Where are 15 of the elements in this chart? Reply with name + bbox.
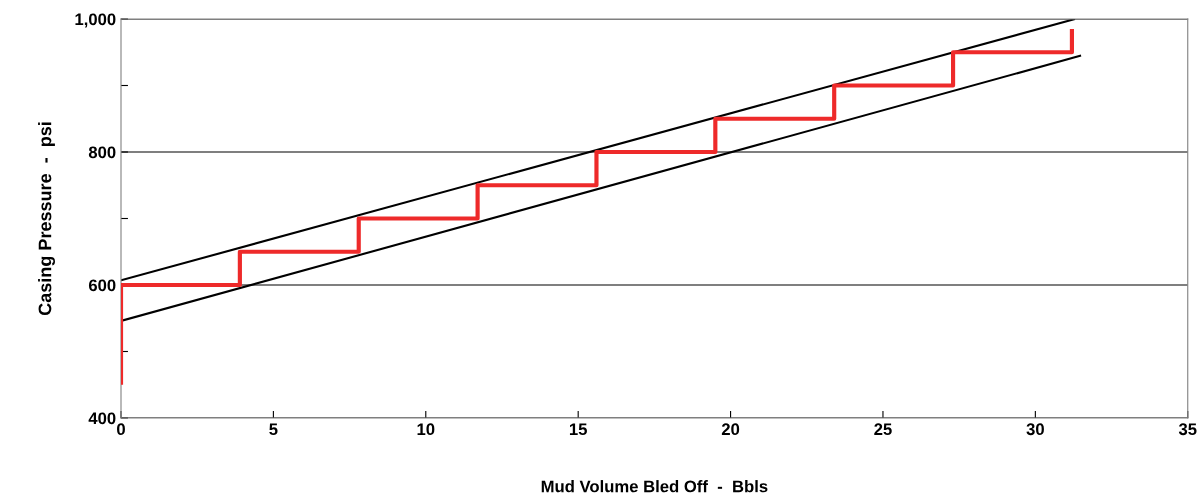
x-tick-label: 20 [721,423,740,436]
x-axis-title: Mud Volume Bled Off - Bbls [541,480,768,493]
x-tick-label: 10 [417,423,435,436]
x-tick-label: 35 [1178,423,1197,436]
x-tick-label: 0 [117,423,125,436]
x-tick-label: 5 [269,423,278,436]
y-tick-label: 1,000 [75,13,116,28]
line-series [121,26,1075,387]
y-axis-title: Casing Pressure - psi [38,122,55,316]
x-tick-label: 15 [569,423,587,436]
y-tick-label: 600 [88,279,116,292]
x-tick-label: 25 [874,423,892,436]
y-tick-label: 400 [88,412,116,425]
x-tick-label: 30 [1026,423,1044,436]
y-tick-label: 800 [88,146,116,159]
